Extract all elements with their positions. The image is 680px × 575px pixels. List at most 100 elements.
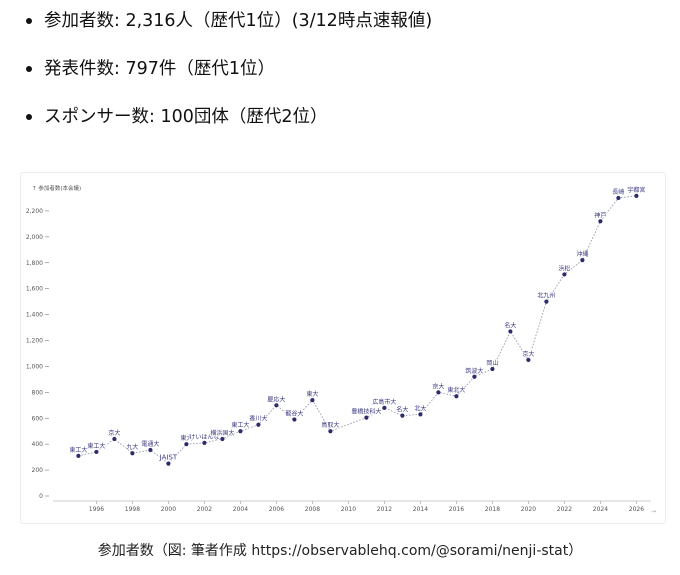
data-point [598, 219, 603, 224]
y-tick-label: 2,000 [26, 234, 43, 241]
data-point [418, 412, 423, 417]
data-label: 広島市大 [372, 398, 396, 406]
data-point [112, 436, 117, 442]
data-label: 東北大 [447, 386, 465, 394]
data-point [634, 193, 639, 198]
y-tick-label: 200 [32, 467, 44, 474]
x-tick-label: 2006 [269, 506, 284, 513]
chart-container: ↑ 参加者数(本会議) 0 200 400 600 800 1,000 1,200 1,400… [20, 172, 666, 524]
data-point [580, 258, 585, 263]
stat-participants: 参加者数: 2,316人（歴代1位）(3/12時点速報値) [24, 4, 432, 52]
data-point [148, 447, 153, 453]
data-point [256, 422, 261, 427]
data-label: 沖縄 [576, 250, 588, 258]
data-label: 豊橋技科大 [351, 408, 381, 416]
data-label: 慶応大 [267, 395, 285, 403]
y-tick-label: 2,200 [26, 208, 43, 215]
stat-sponsors: スポンサー数: 100団体（歴代2位） [24, 100, 432, 148]
data-point [76, 453, 81, 458]
data-point [508, 329, 513, 334]
x-tick-label: 1996 [89, 506, 104, 513]
x-tick-label: 2022 [557, 506, 572, 513]
data-point [544, 299, 549, 304]
data-label: 鳥取大 [321, 421, 339, 429]
y-tick-label: 1,400 [26, 312, 43, 319]
data-point [490, 366, 495, 372]
x-tick-label: 2008 [305, 506, 320, 513]
data-point [184, 442, 189, 447]
data-point [328, 429, 333, 434]
y-tick-label: 800 [32, 389, 44, 396]
data-label: 電通大 [141, 440, 159, 448]
data-point [292, 417, 297, 422]
y-tick-label: 1,000 [26, 363, 43, 370]
data-label: 名大 [504, 321, 516, 329]
figure-caption: 参加者数（図: 筆者作成 https://observablehq.com/@s… [97, 543, 583, 559]
data-label: 浜松 [558, 264, 570, 272]
data-label: 東工大 [87, 442, 105, 450]
x-tick-label: 2020 [521, 506, 536, 513]
data-label: 東工大 [231, 421, 249, 429]
data-point [436, 390, 441, 395]
x-tick-label: 2000 [161, 506, 176, 513]
y-tick-label: 1,200 [26, 338, 43, 345]
data-point [94, 449, 99, 455]
data-label: 北九州 [537, 292, 555, 300]
data-label: 東大 [180, 434, 192, 442]
data-label: 香川大 [249, 415, 267, 423]
participants-chart: ↑ 参加者数(本会議) 0 200 400 600 800 1,000 1,200 1,400… [26, 184, 656, 515]
data-label: 岡山 [486, 359, 498, 367]
data-point [274, 403, 279, 408]
data-point [166, 461, 171, 466]
data-label: 神戸 [594, 211, 606, 219]
y-tick-label: 400 [32, 441, 44, 448]
data-point [616, 195, 621, 201]
y-tick-label: 600 [32, 415, 44, 422]
data-point [562, 272, 567, 277]
x-tick-label: 2002 [197, 506, 212, 513]
x-tick-label: 2026 [629, 506, 644, 513]
data-label: 宇都宮 [627, 186, 645, 194]
data-point [400, 413, 405, 418]
data-label: けいはんな [189, 434, 219, 441]
data-point [364, 415, 369, 420]
data-point [526, 357, 531, 363]
data-label: 筑波大 [465, 367, 483, 375]
data-label: 龍谷大 [285, 410, 303, 418]
data-point [130, 451, 135, 456]
data-points [76, 193, 639, 466]
y-tick-label: 1,600 [26, 286, 43, 293]
data-point [472, 374, 477, 379]
data-label: 京大 [432, 382, 444, 390]
data-point [382, 405, 387, 410]
stat-presentations: 発表件数: 797件（歴代1位） [24, 52, 432, 100]
data-label: 横浜国大 [210, 429, 234, 437]
data-label: 長崎 [612, 188, 624, 196]
data-label: JAIST [159, 454, 178, 462]
data-point [238, 429, 243, 434]
x-tick-label: 2010 [341, 506, 356, 513]
y-tick-label: 0 [39, 493, 43, 500]
data-label: 東工大 [69, 446, 87, 454]
data-label: 京大 [108, 429, 120, 437]
x-axis: 1996 1998 2000 2002 2004 2006 2008 2010 2012 2014… [53, 500, 651, 513]
series-line [78, 195, 637, 465]
data-point [202, 440, 207, 445]
data-label: 京大 [522, 350, 534, 358]
data-label: 名大 [396, 406, 408, 414]
x-tick-label: 2014 [413, 506, 428, 513]
x-tick-label: 2016 [449, 506, 464, 513]
x-tick-label: 1998 [125, 506, 140, 513]
stats-list: 参加者数: 2,316人（歴代1位）(3/12時点速報値) 発表件数: 797件… [24, 4, 432, 148]
data-point [310, 398, 315, 403]
x-tick-label: 2024 [593, 506, 608, 513]
y-tick-label: 1,800 [26, 260, 43, 267]
data-point [220, 436, 225, 442]
data-point [454, 394, 459, 399]
x-tick-label: 2012 [377, 506, 392, 513]
x-tick-label: 2018 [485, 506, 500, 513]
data-label: 九大 [126, 443, 138, 451]
y-axis-label: ↑ 参加者数(本会議) [32, 184, 81, 192]
data-label: 東大 [306, 390, 318, 398]
